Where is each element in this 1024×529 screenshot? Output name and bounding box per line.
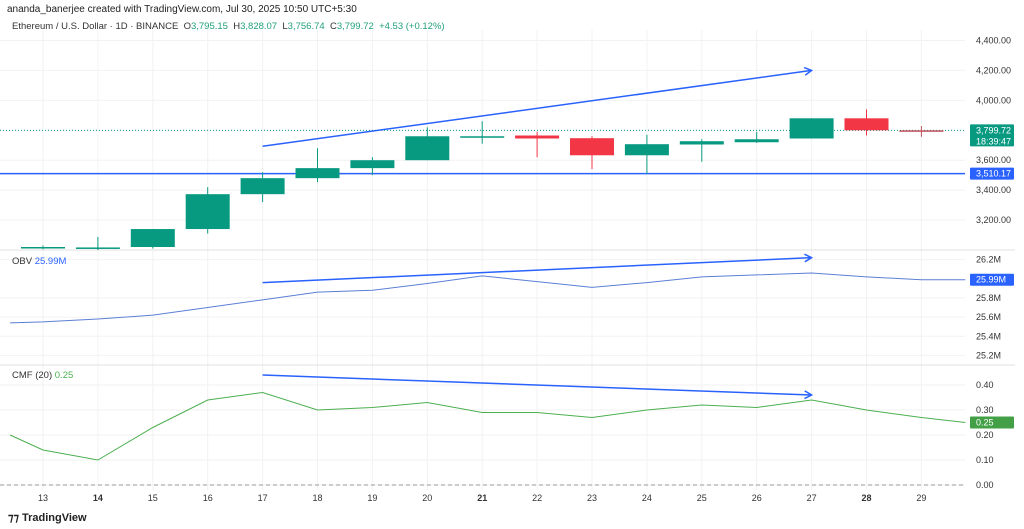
candle-body [899, 130, 944, 132]
x-tick-label: 28 [861, 493, 871, 503]
y-tick-label: 0.00 [976, 480, 994, 490]
x-tick-label: 23 [587, 493, 597, 503]
cmf-value: 0.25 [54, 370, 74, 381]
low-label: L [282, 21, 288, 32]
cmf-trendline [262, 374, 812, 396]
open-label: O [183, 21, 191, 32]
y-tick-label: 4,200.00 [976, 65, 1011, 75]
candle-body [295, 168, 340, 179]
x-tick-label: 17 [258, 493, 268, 503]
x-tick-label: 24 [642, 493, 652, 503]
x-tick-label: 21 [477, 493, 487, 503]
candle-body [734, 139, 779, 143]
candle-body [460, 136, 505, 138]
candle-body [405, 136, 450, 161]
obv-legend: OBV 25.99M [12, 256, 66, 267]
candle-body [515, 135, 560, 139]
obv-value-tag-text: 25.99M [976, 275, 1006, 285]
y-tick-label: 25.2M [976, 350, 1001, 360]
symbol-name: Ethereum / U.S. Dollar · 1D · BINANCE [12, 21, 179, 32]
footer-text: TradingView [22, 512, 87, 524]
candle-body [844, 118, 889, 131]
y-tick-label: 0.10 [976, 455, 994, 465]
obv-trendline-arrow [804, 253, 814, 263]
price-trendline [262, 69, 812, 148]
cmf-line [9, 391, 966, 461]
candle-body [789, 118, 834, 139]
high-value: 3,828.07 [240, 21, 278, 32]
candle-body [75, 247, 120, 249]
obv-name: OBV [12, 256, 33, 267]
y-tick-label: 25.8M [976, 293, 1001, 303]
candle-body [350, 160, 395, 169]
price-trendline-arrow [803, 66, 814, 76]
candle-body [624, 144, 669, 156]
close-label: C [329, 21, 337, 32]
x-tick-label: 27 [807, 493, 817, 503]
y-tick-label: 0.40 [976, 380, 994, 390]
y-tick-label: 25.6M [976, 312, 1001, 322]
x-tick-label: 15 [148, 493, 158, 503]
y-tick-label: 25.4M [976, 331, 1001, 341]
obv-trendline [262, 256, 812, 284]
candle-body [130, 229, 175, 248]
x-tick-label: 25 [697, 493, 707, 503]
last-price-tag-text: 3,799.72 [976, 125, 1011, 135]
y-tick-label: 0.20 [976, 430, 994, 440]
candle-body [185, 194, 230, 230]
y-tick-label: 4,000.00 [976, 95, 1011, 105]
tv-icon: ⁊⁊ [8, 512, 22, 524]
candle-body [679, 141, 724, 145]
obv-value: 25.99M [34, 256, 67, 267]
x-tick-label: 29 [916, 493, 926, 503]
open-value: 3,795.15 [190, 21, 228, 32]
chart-credit: ananda_banerjee created with TradingView… [7, 4, 357, 15]
y-tick-label: 0.30 [976, 405, 994, 415]
candle-body [240, 178, 285, 195]
x-tick-label: 16 [203, 493, 213, 503]
cmf-trendline-arrow [804, 390, 814, 400]
obv-line [10, 272, 966, 324]
last-price-tag-text: 18:39:47 [976, 136, 1011, 146]
y-tick-label: 3,200.00 [976, 215, 1011, 225]
cmf-value-tag-text: 0.25 [976, 418, 994, 428]
support-price-tag-text: 3,510.17 [976, 169, 1011, 179]
y-tick-label: 3,400.00 [976, 185, 1011, 195]
tradingview-logo[interactable]: ⁊⁊ TradingView [8, 511, 87, 524]
y-tick-label: 26.2M [976, 255, 1001, 265]
cmf-legend: CMF (20) 0.25 [12, 370, 73, 381]
y-tick-label: 4,400.00 [976, 35, 1011, 45]
x-tick-label: 18 [312, 493, 322, 503]
x-tick-label: 22 [532, 493, 542, 503]
cmf-name: CMF (20) [12, 370, 53, 381]
x-tick-label: 14 [93, 493, 103, 503]
support-price-tag [970, 167, 1014, 180]
y-tick-label: 3,600.00 [976, 155, 1011, 165]
x-tick-label: 19 [367, 493, 377, 503]
change-value: +4.53 (+0.12%) [379, 21, 445, 32]
obv-value-tag [970, 273, 1014, 286]
high-label: H [233, 21, 241, 32]
last-price-tag [970, 124, 1014, 147]
x-tick-label: 13 [38, 493, 48, 503]
symbol-legend: Ethereum / U.S. Dollar · 1D · BINANCE O3… [12, 21, 445, 32]
x-tick-label: 26 [752, 493, 762, 503]
low-value: 3,756.74 [287, 21, 325, 32]
candle-body [570, 138, 614, 156]
candle-body [21, 247, 65, 249]
close-value: 3,799.72 [336, 21, 374, 32]
cmf-value-tag [970, 416, 1014, 429]
x-tick-label: 20 [422, 493, 432, 503]
